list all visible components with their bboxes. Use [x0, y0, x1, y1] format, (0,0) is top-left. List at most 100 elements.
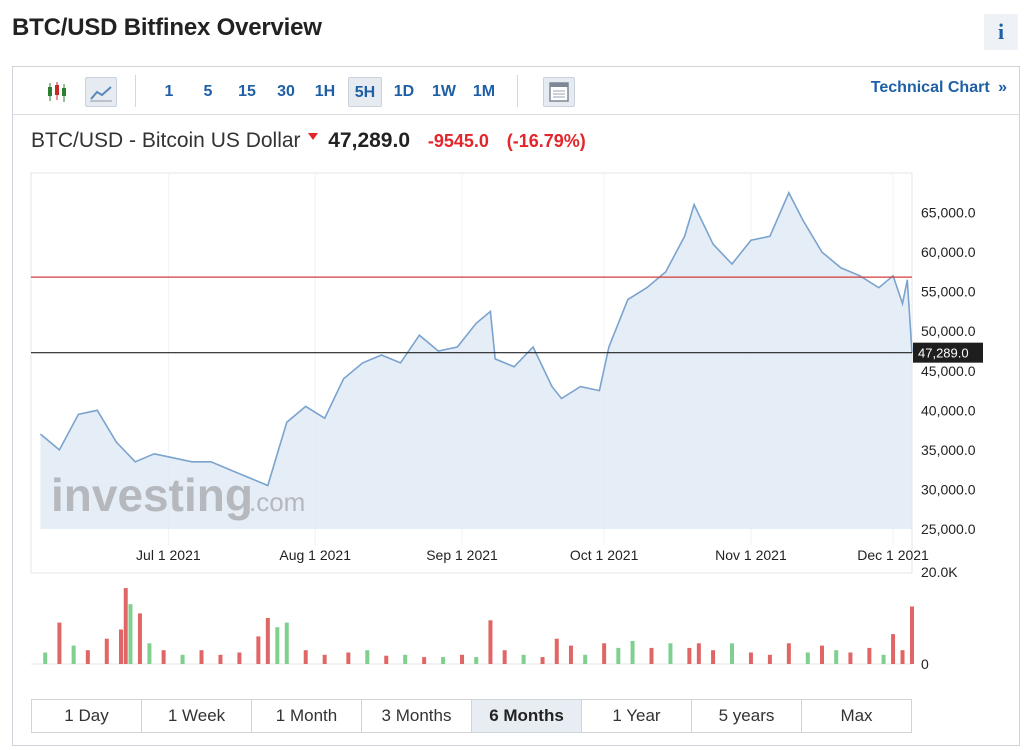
volume-bar [805, 652, 810, 664]
volume-bar [488, 620, 493, 664]
volume-bar [57, 622, 62, 664]
volume-bar [384, 655, 389, 664]
volume-bar [696, 643, 701, 664]
volume-bar [104, 638, 109, 664]
last-price: 47,289.0 [328, 129, 410, 152]
volume-bar [441, 657, 446, 664]
volume-bar [303, 650, 308, 664]
volume-bar [128, 604, 133, 664]
volume-bar [848, 652, 853, 664]
technical-chart-label: Technical Chart [870, 79, 990, 96]
volume-bar [900, 650, 905, 664]
watermark-suffix: .com [249, 487, 305, 517]
volume-bar [767, 654, 772, 664]
timeframe-1d[interactable]: 1D [393, 83, 415, 100]
volume-bar [602, 643, 607, 664]
y-tick-label: 60,000.0 [921, 244, 976, 260]
instrument-name: BTC/USD - Bitcoin US Dollar [31, 129, 301, 152]
volume-bar [365, 650, 370, 664]
volume-bar [649, 647, 654, 664]
volume-bar [275, 627, 280, 664]
volume-bar [910, 606, 914, 664]
x-tick-label: Aug 1 2021 [279, 547, 351, 563]
timeframe-30[interactable]: 30 [277, 83, 295, 100]
x-tick-label: Oct 1 2021 [570, 547, 639, 563]
volume-bar [199, 650, 204, 664]
volume-bar [161, 650, 166, 664]
price-line [39, 190, 913, 487]
range-3-months[interactable]: 3 Months [362, 700, 472, 732]
price-chart[interactable]: investing .com Jul 1 2021 Aug 1 2021 Sep 1… [13, 67, 1019, 747]
volume-bar [346, 652, 351, 664]
range-5-years[interactable]: 5 years [692, 700, 802, 732]
volume-bar [748, 652, 753, 664]
range-1-year[interactable]: 1 Year [582, 700, 692, 732]
volume-bar [422, 657, 427, 664]
range-1-month[interactable]: 1 Month [252, 700, 362, 732]
watermark-brand: investing [51, 469, 253, 521]
volume-bar [71, 645, 76, 664]
range-1-day[interactable]: 1 Day [32, 700, 142, 732]
volume-bar [867, 647, 872, 664]
volume-bar [85, 650, 90, 664]
last-price-tag-label: 47,289.0 [918, 346, 969, 361]
volume-bar [834, 650, 839, 664]
info-icon[interactable]: i [984, 14, 1018, 50]
range-1-week[interactable]: 1 Week [142, 700, 252, 732]
volume-bar [730, 643, 735, 664]
timeframe-1w[interactable]: 1W [432, 83, 456, 100]
last-price-tag [913, 342, 983, 363]
volume-bar [43, 652, 48, 664]
down-arrow-icon [308, 133, 319, 140]
line-chart-icon[interactable] [85, 77, 117, 107]
page-title: BTC/USD Bitfinex Overview [12, 14, 322, 41]
volume-tick-label: 0 [921, 656, 929, 672]
range-max[interactable]: Max [802, 700, 911, 732]
x-tick-label: Dec 1 2021 [857, 547, 929, 563]
y-tick-label: 30,000.0 [921, 481, 976, 497]
volume-tick-label: 20.0K [921, 564, 958, 580]
toolbar-separator [517, 75, 518, 107]
volume-bar [630, 641, 635, 664]
volume-bar [616, 647, 621, 664]
timeframe-1[interactable]: 1 [164, 83, 174, 100]
range-selector: 1 Day 1 Week 1 Month 3 Months 6 Months 1… [31, 699, 912, 733]
volume-bar [256, 636, 261, 664]
timeframe-1h[interactable]: 1H [314, 83, 336, 100]
investing-watermark: investing .com [51, 469, 305, 521]
volume-bar [687, 647, 692, 664]
range-6-months[interactable]: 6 Months [472, 700, 582, 732]
y-tick-label: 25,000.0 [921, 521, 976, 537]
technical-chart-link[interactable]: Technical Chart » [871, 79, 1007, 97]
chart-panel: 1 5 15 30 1H 5H 1D 1W 1M Technical Chart… [12, 66, 1020, 746]
chart-toolbar: 1 5 15 30 1H 5H 1D 1W 1M Technical Chart… [13, 67, 1019, 115]
y-tick-label: 65,000.0 [921, 205, 976, 221]
volume-bar [403, 654, 408, 664]
volume-bar [237, 652, 242, 664]
x-tick-label: Nov 1 2021 [715, 547, 787, 563]
calendar-icon[interactable] [543, 77, 575, 107]
toolbar-separator [135, 75, 136, 107]
volume-bar [502, 650, 507, 664]
volume-bar [521, 654, 526, 664]
price-change-percent: (-16.79%) [506, 131, 586, 151]
x-tick-label: Sep 1 2021 [426, 547, 498, 563]
volume-bar [147, 643, 152, 664]
price-change: -9545.0 [427, 131, 489, 151]
volume-bar [668, 643, 673, 664]
timeframe-5[interactable]: 5 [203, 83, 213, 100]
y-tick-label: 45,000.0 [921, 363, 976, 379]
volume-bar [460, 654, 465, 664]
volume-bar [786, 643, 791, 664]
volume-bar [218, 654, 223, 664]
candlestick-icon[interactable] [41, 77, 73, 107]
x-tick-label: Jul 1 2021 [136, 547, 201, 563]
volume-bar [554, 638, 559, 664]
timeframe-15[interactable]: 15 [238, 83, 256, 100]
timeframe-5h[interactable]: 5H [348, 77, 382, 107]
y-tick-label: 55,000.0 [921, 284, 976, 300]
timeframe-1m[interactable]: 1M [472, 83, 496, 100]
quote-header: BTC/USD - Bitcoin US Dollar 47,289.0 -95… [31, 129, 586, 153]
volume-bar [891, 634, 896, 664]
volume-bar [265, 618, 270, 664]
